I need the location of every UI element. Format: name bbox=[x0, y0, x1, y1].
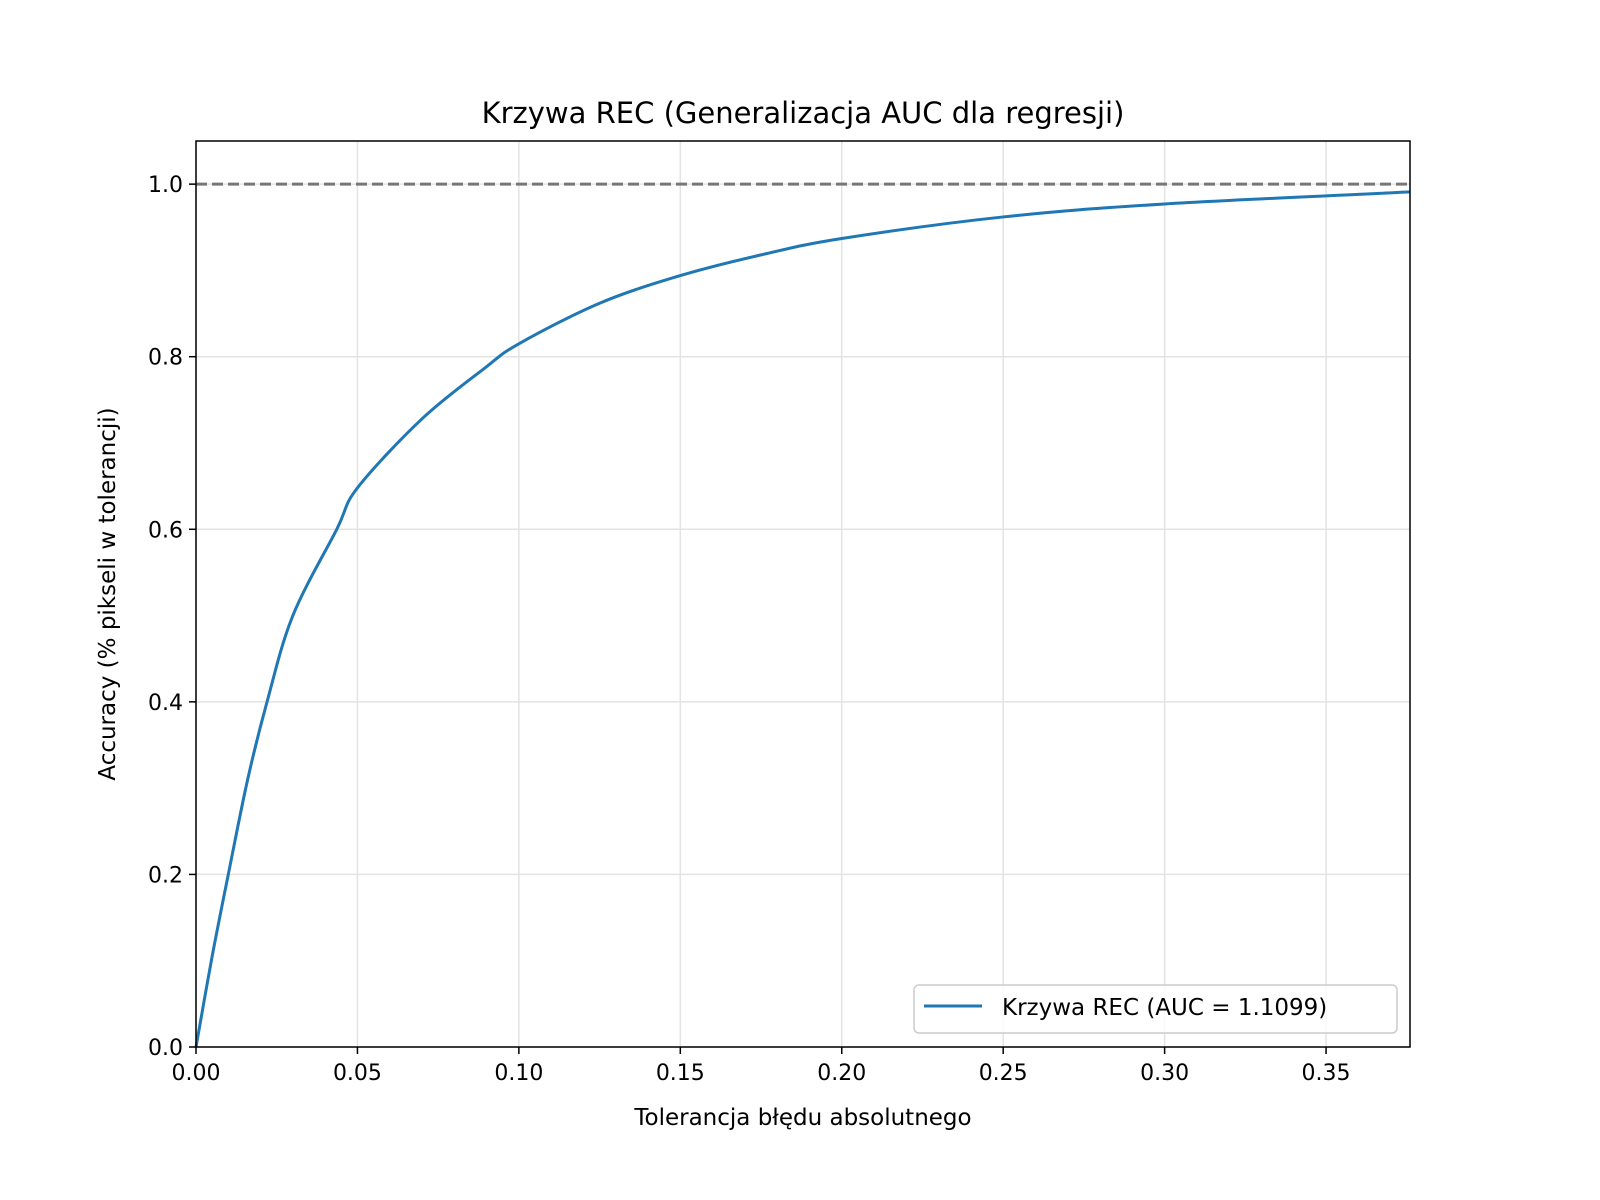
y-tick-label: 0.8 bbox=[148, 346, 183, 371]
x-tick-label: 0.25 bbox=[979, 1061, 1028, 1086]
x-axis-label: Tolerancja błędu absolutnego bbox=[633, 1105, 971, 1131]
x-tick-label: 0.35 bbox=[1302, 1061, 1351, 1086]
x-tick-label: 0.10 bbox=[494, 1061, 543, 1086]
x-tick-label: 0.15 bbox=[656, 1061, 705, 1086]
legend-box bbox=[913, 984, 1398, 1034]
x-tick-label: 0.00 bbox=[172, 1061, 221, 1086]
y-tick-label: 1.0 bbox=[148, 173, 183, 198]
y-tick-label: 0.4 bbox=[148, 691, 183, 716]
x-tick-label: 0.05 bbox=[333, 1061, 382, 1086]
y-axis-label: Accuracy (% pikseli w tolerancji) bbox=[95, 407, 121, 780]
y-tick-label: 0.0 bbox=[148, 1036, 183, 1061]
y-tick-label: 0.2 bbox=[148, 863, 183, 888]
chart-title: Krzywa REC (Generalizacja AUC dla regres… bbox=[482, 96, 1125, 130]
axes-frame bbox=[195, 140, 1411, 1048]
legend: Krzywa REC (AUC = 1.1099) bbox=[913, 984, 1398, 1034]
axes: 0.00 0.05 0.10 0.15 0.20 0.25 0.30 0.35 0.0 0.2 0.… bbox=[148, 140, 1411, 1086]
legend-entry: Krzywa REC (AUC = 1.1099) bbox=[1002, 995, 1327, 1021]
x-tick-label: 0.20 bbox=[817, 1061, 866, 1086]
x-tick-label: 0.30 bbox=[1140, 1061, 1189, 1086]
y-tick-label: 0.6 bbox=[148, 518, 183, 543]
plot-area bbox=[194, 182, 1411, 1048]
rec-curve bbox=[194, 190, 1411, 1048]
